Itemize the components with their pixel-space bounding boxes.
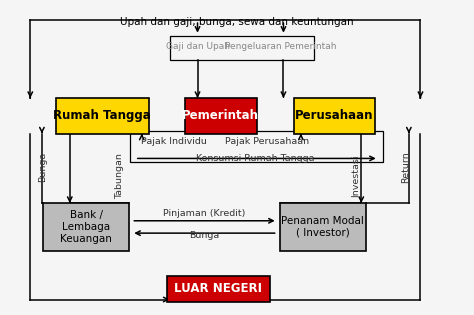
Text: Pajak Individu: Pajak Individu — [141, 137, 207, 146]
Text: Return: Return — [401, 151, 410, 183]
Text: Bunga: Bunga — [38, 152, 47, 182]
Text: Penanam Modal
( Investor): Penanam Modal ( Investor) — [282, 216, 365, 238]
Bar — [170, 36, 314, 60]
Bar — [185, 98, 257, 134]
Text: Bunga: Bunga — [189, 231, 219, 240]
Text: Bank /
Lembaga
Keuangan: Bank / Lembaga Keuangan — [60, 210, 112, 243]
Text: Gaji dan Upah: Gaji dan Upah — [165, 43, 229, 51]
Text: Pajak Perusahaan: Pajak Perusahaan — [225, 137, 309, 146]
Bar — [280, 203, 366, 251]
Text: LUAR NEGERI: LUAR NEGERI — [174, 282, 263, 295]
Text: Investasi: Investasi — [351, 155, 360, 197]
Text: Upah dan gaji, bunga, sewa dan keuntungan: Upah dan gaji, bunga, sewa dan keuntunga… — [120, 17, 354, 27]
Bar — [294, 98, 375, 134]
Text: Rumah Tangga: Rumah Tangga — [54, 109, 151, 122]
Text: Tabungan: Tabungan — [116, 153, 125, 199]
Bar — [130, 131, 383, 162]
Text: Pengeluaran Pemerintah: Pengeluaran Pemerintah — [225, 43, 337, 51]
Bar — [167, 276, 270, 302]
Text: Pemerintah: Pemerintah — [182, 109, 259, 122]
Bar — [43, 203, 129, 251]
Bar — [56, 98, 149, 134]
Text: Konsumsi Rumah Tangga: Konsumsi Rumah Tangga — [196, 154, 315, 163]
Text: Pinjaman (Kredit): Pinjaman (Kredit) — [164, 209, 246, 218]
Text: Perusahaan: Perusahaan — [295, 109, 374, 122]
